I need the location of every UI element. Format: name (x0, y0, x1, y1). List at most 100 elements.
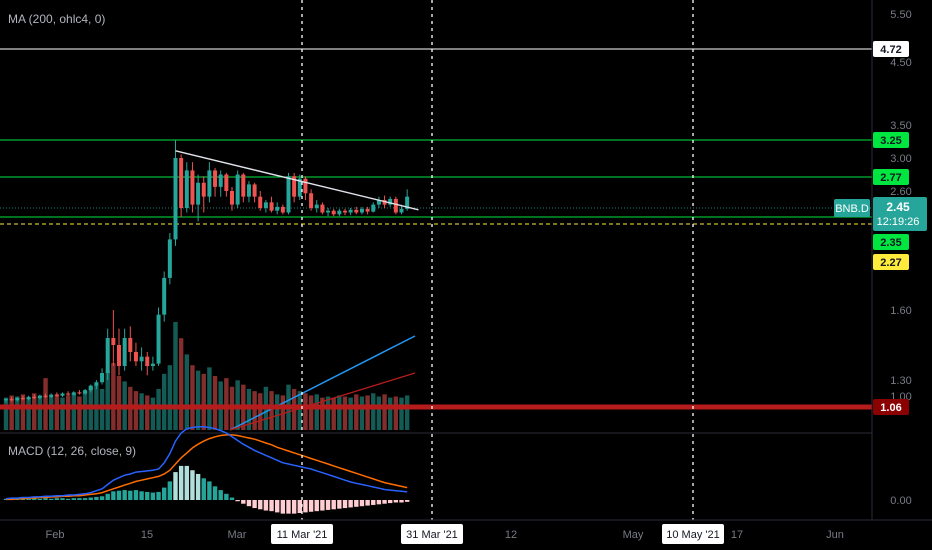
macd-histogram-bar (167, 481, 173, 500)
macd-histogram-bar (60, 498, 65, 500)
volume-bar (54, 394, 60, 430)
macd-histogram-bar (280, 500, 286, 514)
volume-bar (167, 365, 173, 430)
price-tags: 4.72 3.25 2.77 2.45 12:19:26 BNB.D 2.35 2.27 1.0… (834, 41, 927, 415)
volume-bar (20, 394, 26, 430)
macd-histogram-bar (122, 490, 127, 500)
macd-histogram-bar (207, 481, 212, 500)
horizontal-levels (0, 48, 872, 410)
volume-bar (331, 397, 336, 430)
candle-body (88, 385, 93, 391)
macd-histogram-bar (404, 500, 410, 502)
volume-bar (297, 391, 302, 430)
volume-bar (43, 378, 48, 430)
price-tag-value: 2.35 (880, 237, 901, 249)
macd-histogram-bar (308, 500, 314, 512)
time-tick-label: 12 (505, 529, 517, 541)
macd-histogram-bar (116, 490, 122, 500)
macd-histogram-bar (235, 500, 240, 502)
macd-histogram-bar (43, 498, 48, 500)
candle-body (32, 396, 37, 398)
macd-line (5, 426, 408, 500)
candle-body (326, 210, 331, 213)
candle-body (280, 206, 285, 213)
candle-body (117, 345, 121, 366)
macd-histogram-bar (145, 491, 150, 500)
macd-histogram-bar (399, 500, 404, 503)
macd-histogram-bar (269, 500, 274, 512)
volume-bar (32, 393, 37, 430)
macd-histogram-bar (354, 500, 359, 507)
volume-bar (399, 397, 404, 430)
macd-histogram-bar (133, 490, 139, 500)
macd-histogram-bar (49, 498, 54, 500)
candles (4, 140, 410, 403)
volume-bar (65, 395, 71, 430)
macd-histogram-bar (111, 491, 116, 500)
macd-histogram-bar (229, 497, 235, 500)
macd-histogram-bar (173, 472, 178, 500)
time-tick-label: Mar (228, 529, 247, 541)
candle-body (213, 170, 218, 187)
volume-bar (105, 370, 110, 430)
volume-bar (404, 395, 410, 430)
macd-histogram-bar (195, 473, 201, 500)
macd-indicator-label[interactable]: MACD (12, 26, close, 9) (8, 444, 137, 458)
countdown-timer: 12:19:26 (877, 216, 920, 228)
volume-bar (133, 391, 139, 430)
volume-bar (348, 397, 353, 430)
ma-line-blue (229, 335, 416, 431)
last-price-tag (873, 197, 927, 231)
candle-body (179, 158, 184, 208)
candle-body (337, 210, 342, 215)
candle-body (105, 338, 110, 373)
candle-body (60, 393, 65, 396)
macd-histogram-bar (382, 500, 387, 504)
price-tag-value: 1.06 (880, 402, 901, 414)
macd-histogram-bar (286, 500, 291, 514)
candle-body (54, 394, 59, 396)
candle-body (388, 198, 393, 205)
macd-histogram-bar (365, 500, 370, 506)
volume-bar (145, 395, 150, 430)
volume-bar (325, 396, 331, 430)
volume-bar (178, 338, 184, 430)
volume-bar (162, 373, 167, 430)
price-axis[interactable]: 5.504.503.503.002.601.601.301.000.00 (871, 0, 912, 520)
volume-bar (173, 322, 178, 430)
price-tag (873, 132, 909, 148)
ma-indicator-label[interactable]: MA (200, ohlc4, 0) (8, 12, 106, 26)
volume-bar (269, 391, 274, 430)
date-marker-label: 10 May '21 (666, 529, 719, 541)
candle-body (241, 174, 246, 197)
volume-bar (337, 395, 342, 430)
candle-body (331, 210, 336, 215)
macd-histogram-bar (65, 498, 71, 500)
price-tag-value: 4.72 (880, 44, 901, 56)
candle-body (292, 176, 297, 197)
candle-body (162, 277, 167, 315)
time-axis[interactable]: Feb 15 Mar 11 Mar '21 31 Mar '21 12 May 10 May … (0, 519, 932, 544)
candle-body (218, 174, 223, 187)
candle-body (145, 356, 150, 366)
candle-body (309, 193, 314, 208)
macd-histogram-bar (331, 500, 336, 510)
candle-body (4, 399, 8, 401)
macd-histogram-bar (325, 500, 331, 510)
macd-histogram-bar (88, 497, 93, 500)
volume-bar (393, 396, 399, 430)
symbol-label: BNB.D (835, 203, 869, 215)
candle-body (365, 208, 370, 212)
macd-histogram-bar (263, 500, 269, 511)
candle-body (184, 170, 189, 208)
candle-body (77, 392, 82, 394)
volume-bar (314, 394, 319, 430)
time-tick-label: 17 (731, 529, 743, 541)
ma-line-red (229, 372, 416, 431)
volume-bar (49, 396, 54, 430)
volume-bar (195, 370, 201, 430)
price-tag (873, 399, 909, 415)
macd-histogram-bar (218, 490, 223, 500)
price-tick-label: 4.50 (890, 57, 911, 69)
